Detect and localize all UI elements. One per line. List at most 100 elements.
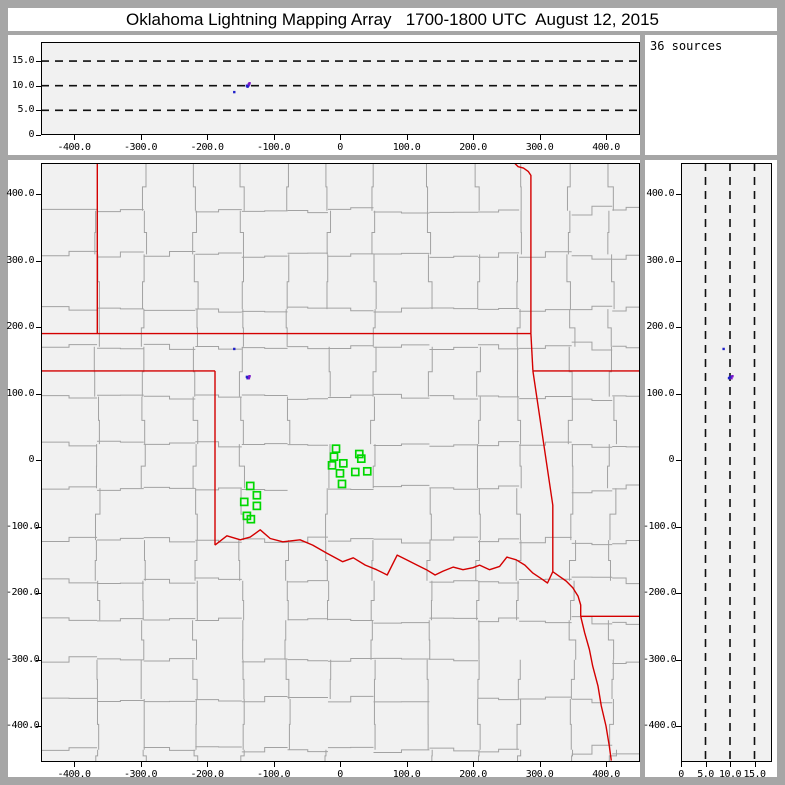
station-marker [331, 444, 341, 454]
x-tick-label: 10.0 [718, 769, 742, 780]
lightning-source-dot [245, 375, 249, 379]
x-tick-label: 5.0 [697, 769, 714, 780]
y-tick-label: 0 [668, 454, 674, 465]
tick-mark [36, 61, 41, 63]
y-tick-label: -100.0 [643, 520, 677, 532]
tick-mark [36, 460, 41, 461]
lightning-source-dot [233, 90, 236, 94]
tick-mark [340, 762, 341, 767]
tick-mark [36, 393, 41, 395]
tick-mark [140, 135, 142, 140]
tick-mark [74, 762, 75, 767]
station-marker [327, 460, 337, 470]
x-tick-label: -100.0 [256, 142, 291, 153]
border-texas-arkansas [552, 571, 582, 617]
tick-mark [676, 659, 681, 661]
tick-mark [473, 135, 474, 140]
station-marker [252, 501, 262, 511]
y-tick-label: 5.0 [17, 104, 34, 116]
ew-dashed-gridlines [41, 60, 640, 112]
tick-mark [36, 726, 41, 727]
window-title: Oklahoma Lightning Mapping Array 1700-18… [125, 10, 659, 29]
tick-mark [730, 762, 731, 767]
border-kansas-missouri [513, 163, 532, 334]
tick-mark [676, 327, 681, 328]
x-tick-label: -100.0 [256, 769, 291, 780]
lightning-source-dot [727, 377, 731, 380]
map-lightning-sources [233, 347, 251, 380]
x-tick-label: -400.0 [57, 769, 91, 780]
tick-mark [140, 762, 142, 767]
tick-mark [340, 135, 341, 140]
tick-mark [207, 762, 208, 767]
tick-mark [74, 135, 75, 140]
altitude-ns-cross-section-panel: 400.0 300.0 200.0 100.0 0 -100.0 -200.0 -300.0 -… [643, 160, 777, 780]
lightning-source-dot [248, 375, 251, 378]
x-tick-label: -300.0 [123, 142, 158, 153]
tick-mark [406, 762, 408, 767]
border-oklahoma-missouri [530, 333, 534, 371]
x-tick-label: -300.0 [123, 769, 158, 780]
x-tick-label: 0 [337, 142, 343, 153]
x-tick-label: 200.0 [459, 769, 487, 780]
state-borders [41, 163, 640, 761]
tick-mark [676, 593, 681, 594]
tick-mark [473, 762, 474, 767]
x-tick-label: 0 [678, 769, 684, 780]
lightning-source-dot [247, 83, 251, 86]
y-tick-label: 0 [28, 454, 34, 465]
lightning-source-dot [245, 84, 249, 87]
plot-border [41, 42, 640, 135]
tick-mark [676, 726, 681, 727]
station-marker [245, 481, 255, 491]
lightning-source-dot [730, 377, 733, 380]
station-marker [239, 497, 249, 507]
tick-mark [36, 260, 41, 262]
y-tick-label: -400.0 [6, 720, 40, 731]
source-count-panel: 36 sources [645, 35, 777, 155]
tick-mark [676, 194, 681, 195]
y-tick-label: 200.0 [646, 321, 674, 332]
station-marker [335, 468, 345, 478]
x-tick-label: 0 [337, 769, 343, 780]
title-bar: Oklahoma Lightning Mapping Array 1700-18… [8, 8, 777, 31]
map-plot [41, 163, 640, 762]
border-red-river-ok-tx [214, 529, 554, 584]
tick-mark [36, 526, 41, 528]
tick-mark [754, 762, 756, 767]
plot-border [681, 163, 772, 762]
ns-plot [681, 163, 772, 762]
tick-mark [705, 762, 707, 767]
y-tick-label: 300.0 [646, 254, 674, 266]
station-marker [354, 449, 364, 459]
altitude-ew-cross-section-panel: 15.0 10.0 5.0 0 -400.0 -300.0 -200.0 -100.0 0 100… [8, 35, 640, 155]
x-tick-label: 200.0 [459, 142, 487, 153]
lightning-source-dot [728, 375, 732, 379]
y-tick-label: -400.0 [643, 720, 677, 731]
tick-mark [676, 460, 681, 461]
x-tick-label: 15.0 [743, 769, 766, 780]
plot-background [41, 42, 640, 135]
lightning-source-dot [233, 347, 236, 351]
x-tick-label: -200.0 [190, 769, 224, 780]
tick-mark [36, 85, 41, 87]
y-tick-label: 15.0 [11, 55, 35, 67]
y-tick-label: -300.0 [6, 653, 40, 665]
tick-mark [36, 659, 41, 661]
x-tick-label: 100.0 [392, 769, 421, 780]
station-marker [329, 452, 339, 462]
y-tick-label: 100.0 [646, 387, 674, 399]
tick-mark [676, 260, 681, 262]
tick-mark [406, 135, 408, 140]
y-tick-label: 200.0 [6, 321, 34, 332]
border-texas-louisiana [580, 616, 612, 761]
x-tick-label: 400.0 [592, 142, 620, 153]
x-tick-label: 300.0 [525, 142, 554, 153]
station-marker [338, 458, 348, 468]
y-tick-label: -100.0 [6, 520, 40, 532]
tick-mark [539, 135, 541, 140]
tick-mark [207, 135, 208, 140]
y-tick-label: -300.0 [643, 653, 677, 665]
tick-mark [36, 135, 41, 136]
lightning-source-dot [247, 377, 251, 380]
